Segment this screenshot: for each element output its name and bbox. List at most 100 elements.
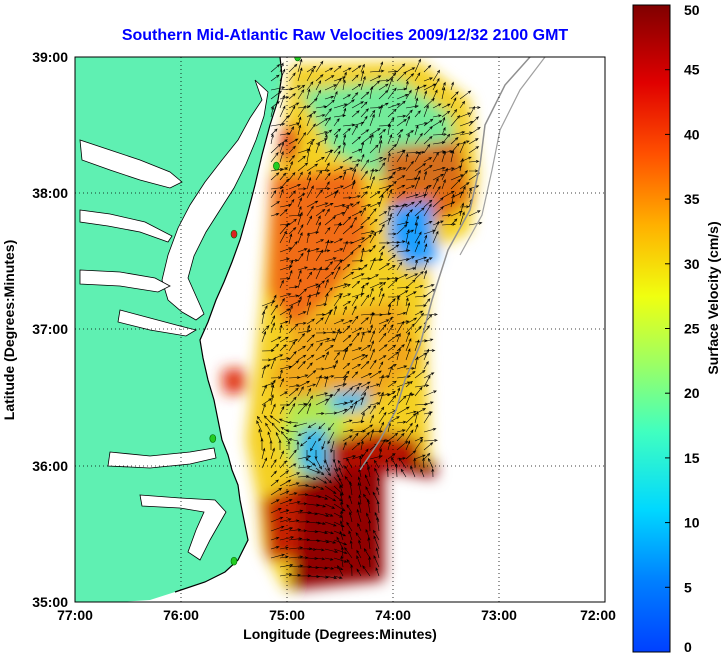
velocity-arrow — [279, 293, 292, 298]
velocity-arrow — [279, 369, 283, 379]
velocity-arrow — [279, 151, 284, 163]
velocity-arrow — [315, 476, 328, 484]
velocity-arrow — [342, 141, 346, 154]
velocity-arrow — [297, 321, 307, 325]
velocity-arrow — [369, 404, 376, 415]
velocity-arrow — [297, 67, 303, 82]
x-axis-label: Longitude (Degrees:Minutes) — [243, 626, 437, 642]
velocity-arrow — [324, 344, 334, 352]
velocity-arrow — [297, 493, 309, 497]
velocity-arrow — [279, 308, 291, 316]
velocity-arrow — [324, 557, 334, 561]
velocity-arrow — [333, 145, 341, 154]
velocity-arrow — [279, 499, 293, 505]
velocity-arrow — [346, 521, 353, 532]
velocity-arrow — [279, 527, 294, 532]
x-tick: 77:00 — [57, 607, 93, 623]
velocity-arrow — [306, 283, 320, 289]
velocity-arrow — [360, 75, 366, 91]
velocity-arrow — [414, 122, 428, 127]
velocity-arrow — [340, 546, 344, 559]
velocity-arrow — [432, 77, 440, 91]
velocity-arrow — [360, 405, 372, 415]
velocity-arrow — [315, 494, 329, 500]
velocity-arrow — [369, 311, 374, 325]
velocity-arrow — [324, 548, 339, 553]
velocity-field — [222, 62, 478, 590]
velocity-arrow — [441, 116, 446, 127]
velocity-arrow — [387, 394, 397, 406]
x-axis: 77:00 76:00 75:00 74:00 73:00 72:00 Long… — [57, 607, 616, 642]
velocity-arrow — [342, 346, 349, 361]
velocity-arrow — [324, 539, 337, 544]
velocity-arrow — [378, 323, 387, 334]
velocity-arrow — [423, 375, 431, 388]
velocity-arrow — [378, 393, 391, 397]
velocity-arrow — [297, 288, 308, 298]
velocity-arrow — [324, 239, 330, 253]
velocity-arrow — [261, 358, 272, 362]
velocity-arrow — [342, 387, 354, 397]
velocity-arrow — [279, 490, 290, 496]
albemarle-sound — [107, 447, 217, 469]
velocity-arrow — [468, 187, 472, 199]
velocity-arrow — [441, 103, 451, 109]
velocity-arrow — [261, 403, 266, 415]
velocity-arrow — [351, 136, 362, 145]
velocity-arrow — [270, 336, 282, 343]
velocity-arrow — [374, 467, 380, 478]
velocity-arrow — [468, 146, 480, 154]
velocity-arrow — [378, 421, 384, 433]
velocity-arrow — [348, 494, 353, 505]
velocity-arrow — [288, 360, 300, 370]
velocity-arrow — [360, 170, 368, 181]
velocity-arrow — [315, 398, 330, 406]
velocity-arrow — [339, 530, 344, 541]
velocity-arrow — [279, 555, 289, 559]
velocity-arrow — [378, 344, 388, 352]
velocity-arrow — [318, 422, 326, 430]
velocity-arrow — [468, 105, 475, 118]
velocity-arrow — [376, 500, 380, 514]
velocity-arrow — [306, 318, 316, 325]
velocity-arrow — [414, 259, 418, 271]
colorbar-tick-label: 5 — [684, 579, 692, 595]
colorbar-tick-label: 40 — [684, 126, 700, 142]
velocity-arrow — [396, 128, 404, 136]
velocity-arrow — [324, 191, 338, 199]
velocity-arrow — [261, 398, 273, 406]
velocity-arrow — [387, 351, 399, 361]
velocity-arrow — [396, 118, 407, 127]
velocity-arrow — [369, 274, 379, 280]
velocity-arrow — [342, 203, 354, 208]
velocity-arrow — [288, 171, 296, 181]
velocity-arrow — [360, 91, 370, 100]
velocity-arrow — [450, 115, 461, 127]
velocity-arrow — [342, 376, 347, 388]
velocity-arrow — [360, 391, 366, 406]
velocity-arrow — [270, 447, 275, 460]
y-axis: 39:00 38:00 37:00 36:00 35:00 Latitude (… — [1, 49, 68, 610]
velocity-arrow — [387, 244, 400, 253]
velocity-arrow — [333, 185, 344, 190]
velocity-arrow — [360, 411, 365, 424]
velocity-arrow — [420, 468, 425, 478]
velocity-arrow — [324, 116, 331, 127]
velocity-arrow — [387, 278, 398, 289]
velocity-arrow — [288, 102, 300, 109]
colorbar-tick-label: 10 — [684, 515, 700, 531]
velocity-arrow — [387, 117, 395, 127]
velocity-arrow — [315, 89, 321, 100]
velocity-arrow — [387, 453, 396, 460]
velocity-arrow — [296, 440, 300, 451]
velocity-arrow — [315, 317, 324, 325]
velocity-arrow — [327, 431, 335, 445]
velocity-arrow — [360, 129, 370, 136]
river — [79, 139, 183, 189]
velocity-arrow — [351, 163, 359, 172]
velocity-arrow — [324, 351, 329, 361]
velocity-arrow — [351, 201, 361, 208]
velocity-arrow — [306, 354, 315, 361]
velocity-arrow — [396, 344, 405, 352]
velocity-arrow — [279, 188, 284, 199]
